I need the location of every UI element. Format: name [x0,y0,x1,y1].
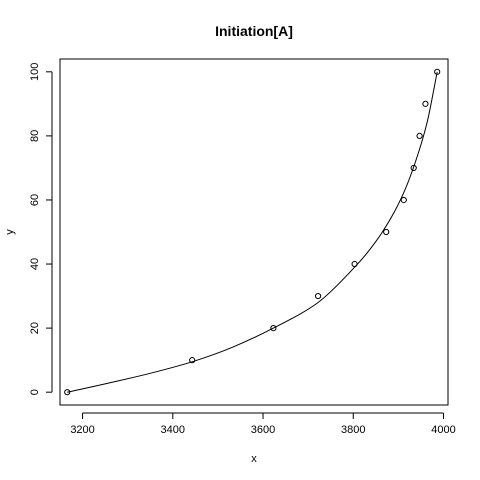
y-tick-label: 80 [29,130,41,142]
y-tick-label: 0 [29,389,41,395]
x-tick-label: 3600 [251,424,275,436]
data-point [410,164,417,172]
data-point [416,132,423,139]
x-tick-label: 3400 [161,424,185,436]
plot-area [64,68,441,396]
y-axis-label: y [4,229,16,235]
x-tick-label: 3800 [341,424,365,436]
y-tick-label: 20 [29,322,41,334]
y-tick-label: 40 [29,258,41,270]
chart-title: Initiation[A] [215,23,293,39]
data-point [189,357,196,364]
data-point [400,196,407,204]
x-tick-label: 3200 [70,424,94,436]
fitted-curve [67,71,438,393]
data-point [383,228,390,236]
plot-frame [59,58,449,406]
data-point [314,292,322,300]
y-tick-label: 100 [29,63,41,81]
data-point [64,389,71,396]
x-tick-label: 4000 [431,424,455,436]
x-axis-label: x [251,453,257,465]
data-point [270,325,277,332]
axes: 3200 3400 3600 3800 4000 0 20 40 60 80 100 [29,58,456,436]
y-tick-label: 60 [29,194,41,206]
data-point [422,100,429,107]
